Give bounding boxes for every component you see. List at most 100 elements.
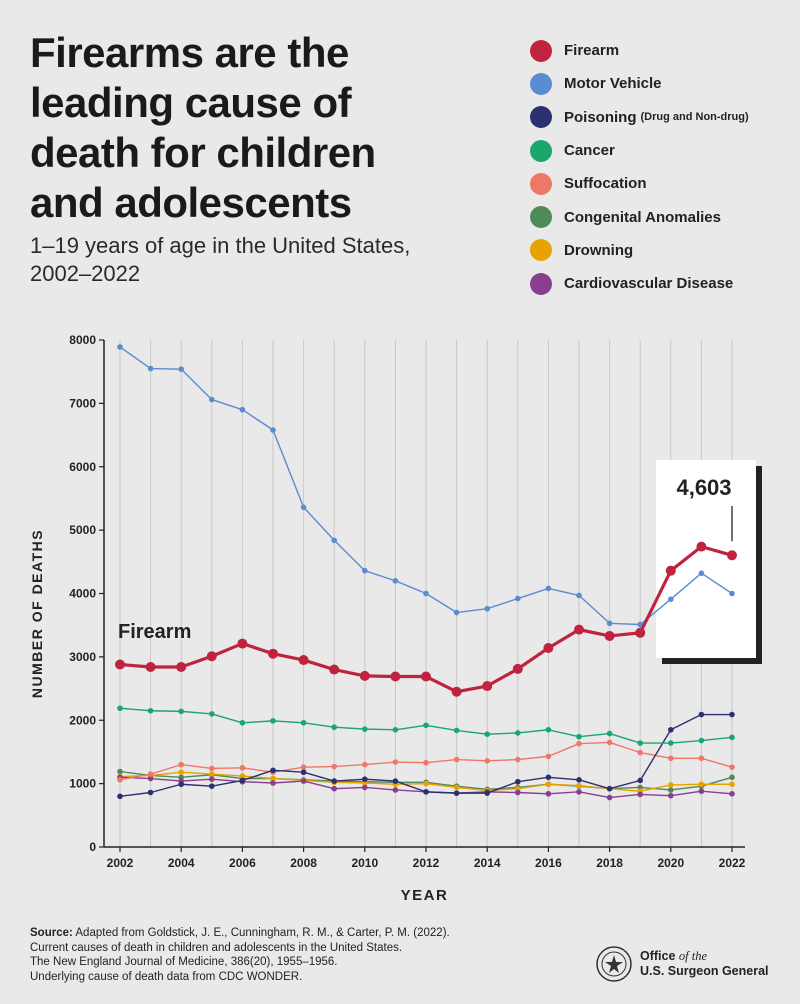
legend-note: (Drug and Non-drug) <box>640 111 749 124</box>
title-line: leading cause of <box>30 79 352 126</box>
data-point <box>209 711 215 717</box>
line-chart: 0 1000 2000 3000 4000 5000 6000 7000 8000 2002 200… <box>29 333 762 904</box>
data-point <box>545 781 552 788</box>
org-line1-b: of the <box>678 949 708 963</box>
data-point <box>237 638 248 649</box>
data-point <box>453 727 460 734</box>
data-point <box>484 731 491 737</box>
legend-label: Motor Vehicle <box>564 75 662 93</box>
source-line: Current causes of death in children and … <box>30 941 403 954</box>
data-point <box>209 783 215 789</box>
data-point <box>515 778 521 785</box>
y-tick-label: 3000 <box>69 650 96 664</box>
data-point <box>545 790 552 797</box>
data-point <box>178 366 184 372</box>
page-title: Firearms are the leading cause of death … <box>30 28 500 228</box>
data-point <box>637 621 643 628</box>
callout-value: 4,603 <box>676 475 731 500</box>
data-point <box>668 740 674 746</box>
firearm-inline-label: Firearm <box>118 621 191 643</box>
x-tick-label: 2006 <box>229 856 256 870</box>
data-point <box>698 788 705 795</box>
data-point <box>729 734 735 741</box>
data-point <box>392 778 399 784</box>
data-point <box>729 711 735 718</box>
data-point <box>362 761 368 768</box>
data-point <box>359 670 370 681</box>
source-line: The New England Journal of Medicine, 386… <box>30 956 338 968</box>
data-point <box>545 753 552 760</box>
legend-item: Firearm <box>530 34 795 67</box>
data-point <box>423 789 429 795</box>
data-point <box>147 365 154 372</box>
surgeon-general-logo: Office of the U.S. Surgeon General <box>596 944 769 984</box>
data-point <box>117 777 123 783</box>
x-tick-label: 2004 <box>168 856 195 870</box>
data-point <box>362 567 368 574</box>
data-point <box>421 671 431 682</box>
legend-label: Suffocation <box>564 175 647 193</box>
data-point <box>637 777 643 784</box>
legend-swatch <box>530 239 552 262</box>
data-point <box>300 719 307 726</box>
data-point <box>606 739 613 746</box>
data-point <box>543 643 554 654</box>
data-point <box>729 781 735 788</box>
legend-item: Suffocation <box>530 167 795 200</box>
data-point <box>423 759 429 766</box>
legend-item: Cancer <box>530 134 795 167</box>
y-axis-title: NUMBER OF DEATHS <box>29 529 45 698</box>
data-point <box>698 737 705 744</box>
data-point <box>668 787 674 793</box>
data-point <box>423 722 429 729</box>
data-point <box>117 344 123 350</box>
data-point <box>362 776 368 782</box>
y-tick-label: 0 <box>89 840 96 854</box>
data-point <box>147 771 154 777</box>
y-tick-label: 6000 <box>69 460 96 474</box>
data-point <box>362 784 368 791</box>
data-point <box>209 776 215 782</box>
source-line: Adapted from Goldstick, J. E., Cunningha… <box>75 927 450 939</box>
data-point <box>451 686 462 697</box>
legend-label: Poisoning <box>564 108 637 126</box>
data-point <box>268 648 278 659</box>
data-point <box>331 785 338 792</box>
data-point <box>576 592 582 599</box>
legend-swatch <box>530 272 552 295</box>
x-axis-title: YEAR <box>401 887 449 904</box>
data-point <box>484 605 491 612</box>
y-tick-label: 5000 <box>69 523 96 537</box>
data-point <box>635 627 646 638</box>
data-point <box>390 671 401 682</box>
title-line: death for children <box>30 129 376 176</box>
data-point <box>698 711 705 718</box>
data-point <box>515 730 521 736</box>
data-point <box>300 769 307 776</box>
data-point <box>178 769 184 776</box>
x-tick-label: 2002 <box>107 856 134 870</box>
data-point <box>729 764 735 770</box>
data-point <box>147 707 154 714</box>
org-line2: U.S. Surgeon General <box>640 964 769 978</box>
y-tick-label: 1000 <box>69 777 96 791</box>
data-point <box>331 724 338 731</box>
data-point <box>668 755 674 762</box>
data-point <box>115 659 125 670</box>
data-point <box>270 775 276 782</box>
data-point <box>392 578 399 584</box>
legend-label: Congenital Anomalies <box>564 208 721 226</box>
legend-item: Motor Vehicle <box>530 67 795 100</box>
legend-swatch <box>530 139 552 162</box>
legend-item: Congenital Anomalies <box>530 200 795 233</box>
data-point <box>147 789 154 796</box>
data-point <box>329 664 340 675</box>
data-point <box>696 541 707 552</box>
legend-label: Cancer <box>564 142 615 160</box>
data-point <box>698 570 705 577</box>
data-point <box>606 730 613 737</box>
legend-item: Cardiovascular Disease <box>530 267 795 300</box>
data-point <box>178 781 184 788</box>
x-tick-label: 2018 <box>596 856 623 870</box>
data-point <box>209 396 215 403</box>
